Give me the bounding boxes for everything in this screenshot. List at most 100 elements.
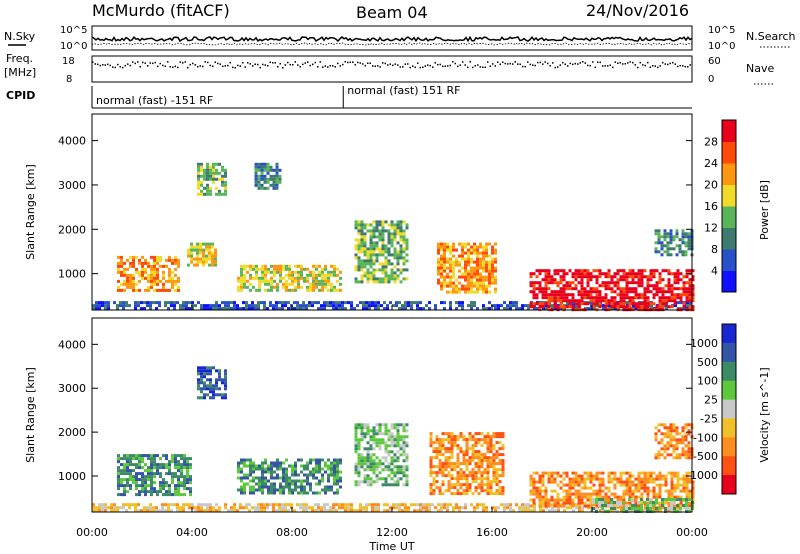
echo-cell xyxy=(679,293,683,297)
echo-cell xyxy=(360,432,364,436)
freq-top-tick: 18 xyxy=(62,56,75,67)
echo-cell xyxy=(583,495,587,499)
echo-cell xyxy=(610,296,614,300)
echo-cell xyxy=(321,267,324,271)
freq-mark xyxy=(147,65,149,67)
echo-cell xyxy=(174,487,177,491)
echo-cell xyxy=(619,495,623,499)
echo-cell xyxy=(628,480,632,484)
echo-cell xyxy=(544,287,548,291)
echo-cell xyxy=(168,487,171,491)
echo-cell xyxy=(492,462,496,466)
echo-cell xyxy=(673,483,677,487)
echo-cell xyxy=(386,503,389,507)
echo-cell xyxy=(628,275,632,279)
echo-cell xyxy=(193,263,196,267)
echo-cell xyxy=(165,454,168,458)
echo-cell xyxy=(455,263,458,267)
echo-cell xyxy=(601,284,605,288)
echo-cell xyxy=(613,492,617,496)
echo-cell xyxy=(672,456,676,460)
echo-cell xyxy=(622,305,626,309)
echo-cell xyxy=(92,503,95,507)
echo-cell xyxy=(625,281,629,285)
echo-cell xyxy=(489,486,493,490)
echo-cell xyxy=(395,301,398,305)
echo-cell xyxy=(489,492,493,496)
echo-cell xyxy=(687,423,691,427)
echo-cell xyxy=(287,509,290,513)
echo-cell xyxy=(202,260,205,264)
echo-cell xyxy=(339,276,342,280)
freq-mark xyxy=(552,62,554,64)
echo-cell xyxy=(655,269,659,273)
nsky-trace xyxy=(91,35,693,43)
echo-cell xyxy=(533,506,536,510)
echo-cell xyxy=(547,272,551,276)
echo-cell xyxy=(138,270,141,274)
echo-cell xyxy=(399,423,403,427)
echo-cell xyxy=(177,279,180,283)
echo-cell xyxy=(236,307,239,311)
echo-cell xyxy=(354,435,358,439)
echo-cell xyxy=(92,307,95,311)
echo-cell xyxy=(390,268,394,272)
echo-cell xyxy=(535,489,539,493)
echo-cell xyxy=(354,220,358,224)
echo-cell xyxy=(366,447,370,451)
echo-cell xyxy=(447,456,451,460)
echo-cell xyxy=(354,429,358,433)
echo-cell xyxy=(578,509,581,513)
echo-cell xyxy=(132,279,135,283)
echo-cell xyxy=(366,277,370,281)
echo-cell xyxy=(170,301,173,305)
echo-cell xyxy=(296,307,299,311)
freq-mark xyxy=(92,61,94,63)
echo-cell xyxy=(429,492,433,496)
echo-cell xyxy=(399,435,403,439)
echo-cell xyxy=(488,269,491,273)
echo-cell xyxy=(535,287,539,291)
echo-cell xyxy=(602,307,605,311)
freq-mark xyxy=(489,65,491,67)
echo-cell xyxy=(467,263,470,267)
echo-cell xyxy=(657,441,661,445)
echo-cell xyxy=(538,302,542,306)
echo-cell xyxy=(197,165,200,169)
echo-cell xyxy=(604,287,608,291)
echo-cell xyxy=(688,287,692,291)
echo-cell xyxy=(294,264,297,268)
echo-cell xyxy=(616,281,620,285)
echo-cell xyxy=(483,468,487,472)
echo-cell xyxy=(607,281,611,285)
echo-cell xyxy=(384,447,388,451)
echo-cell xyxy=(363,238,367,242)
echo-cell xyxy=(354,450,358,454)
echo-cell xyxy=(529,492,533,496)
echo-cell xyxy=(601,495,605,499)
echo-cell xyxy=(167,307,170,311)
freq-mark xyxy=(214,61,216,63)
echo-cell xyxy=(580,296,584,300)
echo-cell xyxy=(494,287,497,291)
echo-cell xyxy=(306,267,309,271)
freq-mark xyxy=(257,63,259,66)
echo-cell xyxy=(366,274,370,278)
echo-cell xyxy=(425,506,428,510)
echo-cell xyxy=(164,509,167,513)
echo-cell xyxy=(654,229,658,233)
echo-cell xyxy=(452,263,455,267)
echo-cell xyxy=(452,242,455,246)
echo-cell xyxy=(245,304,248,308)
echo-cell xyxy=(384,426,388,430)
freq-mark xyxy=(469,61,471,63)
echo-cell xyxy=(396,435,400,439)
echo-cell xyxy=(381,241,385,245)
echo-cell xyxy=(553,489,557,493)
freq-mark xyxy=(687,66,689,68)
echo-cell xyxy=(170,304,173,308)
echo-cell xyxy=(240,285,243,289)
echo-cell xyxy=(336,467,339,471)
echo-cell xyxy=(491,248,494,252)
echo-cell xyxy=(625,480,629,484)
